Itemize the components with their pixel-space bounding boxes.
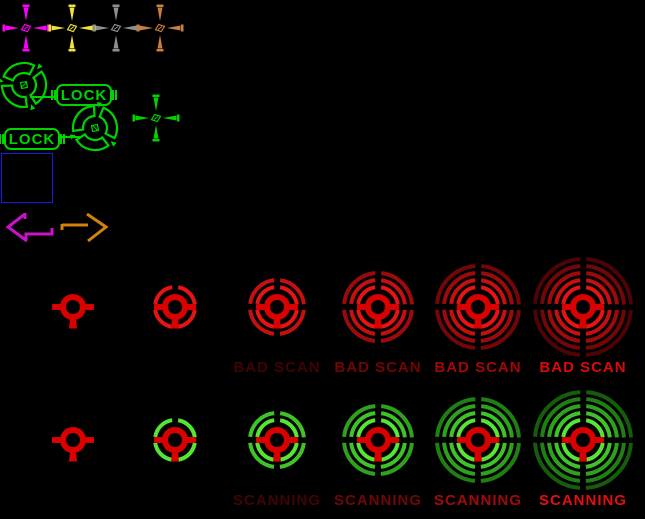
target-wheel-icon [154, 430, 196, 462]
scan-label: SCANNING [333, 492, 423, 509]
scan-target-graphic [21, 388, 125, 492]
lock-indicator-box: LOCK [0, 128, 65, 150]
crosshair-magenta-icon [2, 4, 50, 52]
scan-target-graphic [435, 397, 521, 483]
target-wheel-icon [256, 430, 298, 462]
scan-target-graphic [342, 271, 414, 343]
target-wheel-icon [52, 297, 94, 329]
lock-label: LOCK [60, 86, 108, 104]
lock-reticle-icon [67, 100, 123, 156]
scan-target-bad-scan-4: BAD SCAN [326, 255, 430, 376]
scan-target-graphic [123, 285, 227, 359]
target-wheel-icon [357, 430, 399, 462]
arrow-left-icon [5, 212, 54, 243]
scan-target-graphic [533, 257, 633, 357]
selection-square-icon [1, 153, 53, 203]
scan-target-graphic [342, 404, 414, 476]
scan-target-graphic [533, 390, 633, 490]
target-wheel-icon [562, 430, 604, 462]
scan-target-graphic [123, 418, 227, 492]
scan-label: SCANNING [538, 492, 628, 509]
scan-target-graphic [21, 255, 125, 359]
lock-indicator-box: LOCK [51, 84, 117, 106]
target-wheel-icon [357, 297, 399, 329]
scan-target-graphic [248, 278, 306, 336]
scan-label: BAD SCAN [434, 359, 522, 376]
scan-target-scanning-1 [21, 388, 125, 492]
scan-label: BAD SCAN [539, 359, 627, 376]
arrow-right-icon [60, 212, 109, 243]
scan-target-scanning-4: SCANNING [326, 388, 430, 509]
target-wheel-icon [256, 297, 298, 329]
target-wheel-icon [457, 297, 499, 329]
scan-target-bad-scan-3: BAD SCAN [225, 255, 329, 376]
scan-target-bad-scan-5: BAD SCAN [426, 255, 530, 376]
scan-target-graphic [435, 264, 521, 350]
scan-target-bad-scan-2 [123, 255, 227, 359]
scan-target-graphic [248, 411, 306, 469]
target-wheel-icon [457, 430, 499, 462]
scan-label: SCANNING [232, 492, 322, 509]
scan-target-scanning-5: SCANNING [426, 388, 530, 509]
scan-label: BAD SCAN [334, 359, 422, 376]
crosshair-green-icon [132, 94, 180, 142]
lock-connector-line [30, 96, 54, 98]
lock-reticle-icon [0, 57, 52, 113]
target-wheel-icon [154, 297, 196, 329]
scan-target-bad-scan-1 [21, 255, 125, 359]
scan-target-scanning-2 [123, 388, 227, 492]
scan-label: SCANNING [433, 492, 523, 509]
crosshair-gray-icon [92, 4, 140, 52]
scan-target-scanning-6: SCANNING [531, 388, 635, 509]
lock-connector-line [58, 136, 80, 138]
scan-target-scanning-3: SCANNING [225, 388, 329, 509]
target-wheel-icon [562, 297, 604, 329]
scan-label: BAD SCAN [233, 359, 321, 376]
crosshair-yellow-icon [48, 4, 96, 52]
crosshair-tan-icon [136, 4, 184, 52]
scan-target-bad-scan-6: BAD SCAN [531, 255, 635, 376]
lock-label: LOCK [8, 130, 56, 148]
target-wheel-icon [52, 430, 94, 462]
